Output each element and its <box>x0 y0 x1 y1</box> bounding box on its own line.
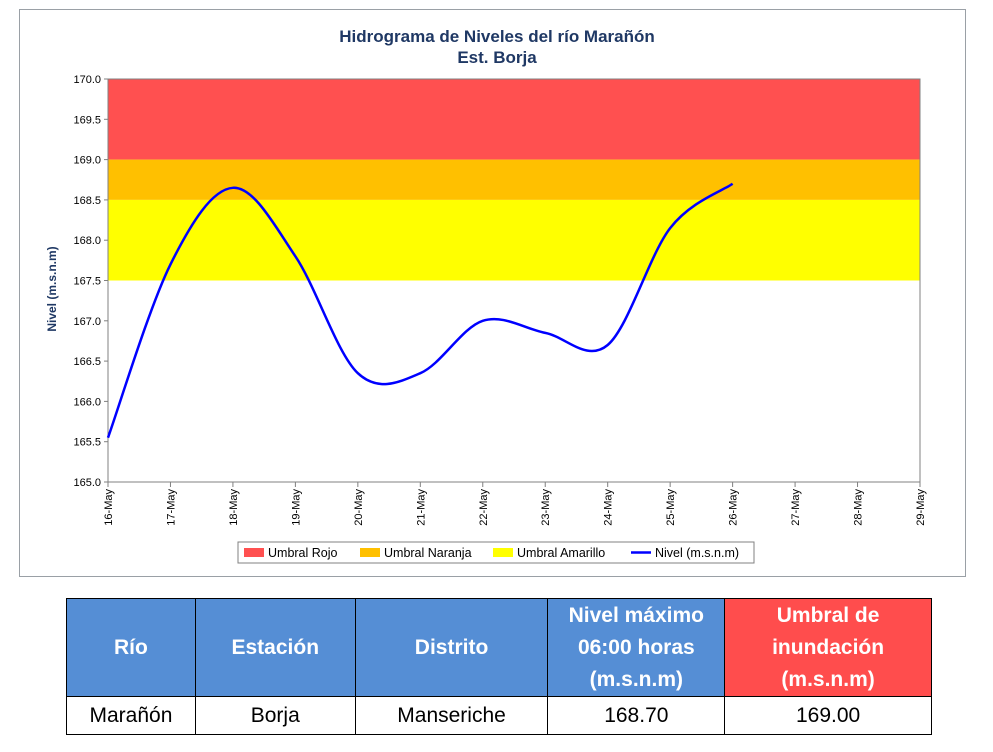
y-tick-label: 165.5 <box>73 437 101 449</box>
header-cell: Umbral de inundación (m.s.n.m) <box>724 598 932 697</box>
x-tick-label: 20-May <box>353 489 365 526</box>
header-cell: Río <box>66 598 196 697</box>
x-tick-label: 21-May <box>415 489 427 526</box>
series-line-nivel <box>106 182 734 439</box>
band-1 <box>108 79 920 160</box>
axes: 165.0 165.5 166.0 166.5 167.0 167.5 168.0 168.5… <box>73 74 927 526</box>
cell-umbral: 169.00 <box>724 696 932 735</box>
header-text: (m.s.n.m) <box>589 667 683 691</box>
legend-swatch <box>493 548 513 557</box>
cell-estacion: Borja <box>194 696 356 735</box>
band-3 <box>108 199 920 281</box>
x-tick-label: 27-May <box>790 489 802 526</box>
y-tick-label: 170.0 <box>73 74 101 86</box>
y-tick-label: 169.0 <box>73 155 101 167</box>
header-text: Nivel máximo <box>568 603 705 627</box>
chart-legend: Umbral Rojo Umbral Naranja Umbral Amarillo… <box>237 541 755 564</box>
legend-label: Umbral Naranja <box>384 546 472 560</box>
x-tick-label: 28-May <box>853 489 865 526</box>
table-header-row: Río Estación Distrito Nivel máximo 06:00 hor… <box>66 598 932 697</box>
legend-label: Umbral Rojo <box>268 546 338 560</box>
header-text: 06:00 horas <box>577 635 695 659</box>
header-text: Distrito <box>414 635 489 659</box>
x-tick-label: 23-May <box>540 489 552 526</box>
y-axis-label: Nivel (m.s.n.m) <box>45 246 59 331</box>
chart-title: Hidrograma de Niveles del río Marañón <box>339 27 655 46</box>
header-cell: Nivel máximo 06:00 horas (m.s.n.m) <box>547 598 726 697</box>
cell-rio: Marañón <box>66 696 196 735</box>
header-text: Río <box>114 635 148 659</box>
y-tick-label: 168.0 <box>73 235 101 247</box>
y-tick-label: 167.5 <box>73 276 101 288</box>
x-tick-label: 18-May <box>228 489 240 526</box>
chart-subtitle: Est. Borja <box>457 48 537 67</box>
x-tick-label: 17-May <box>165 489 177 526</box>
y-tick-label: 166.0 <box>73 396 101 408</box>
x-tick-label: 26-May <box>728 489 740 526</box>
cell-nivel-maximo: 168.70 <box>547 696 726 735</box>
x-tick-label: 22-May <box>478 489 490 526</box>
header-cell: Estación <box>194 598 356 697</box>
x-tick-label: 19-May <box>290 489 302 526</box>
y-tick-label: 169.5 <box>73 114 101 126</box>
y-tick-label: 167.0 <box>73 316 101 328</box>
legend-swatch <box>244 548 264 557</box>
y-tick-label: 166.5 <box>73 356 101 368</box>
legend-swatch <box>360 548 380 557</box>
hydrograph-chart: Hidrograma de Niveles del río Marañón Es… <box>45 27 927 564</box>
x-tick-label: 25-May <box>665 489 677 526</box>
series-lines <box>106 182 734 439</box>
x-tick-label: 16-May <box>103 489 115 526</box>
y-tick-label: 168.5 <box>73 195 101 207</box>
header-text: (m.s.n.m) <box>781 667 875 691</box>
header-cell: Distrito <box>354 598 549 697</box>
legend-label: Nivel (m.s.n.m) <box>655 546 739 560</box>
threshold-bands <box>108 79 920 281</box>
y-tick-label: 165.0 <box>73 477 101 489</box>
table-row: Marañón Borja Manseriche 168.70 169.00 <box>66 696 932 735</box>
header-text: Umbral de <box>776 603 880 627</box>
x-tick-label: 29-May <box>915 489 927 526</box>
band-2 <box>108 159 920 200</box>
x-tick-label: 24-May <box>603 489 615 526</box>
cell-distrito: Manseriche <box>354 696 549 735</box>
header-text: inundación <box>772 635 885 659</box>
summary-table: Río Estación Distrito Nivel máximo 06:00 hor… <box>66 598 932 735</box>
legend-label: Umbral Amarillo <box>517 546 605 560</box>
header-text: Estación <box>231 635 320 659</box>
